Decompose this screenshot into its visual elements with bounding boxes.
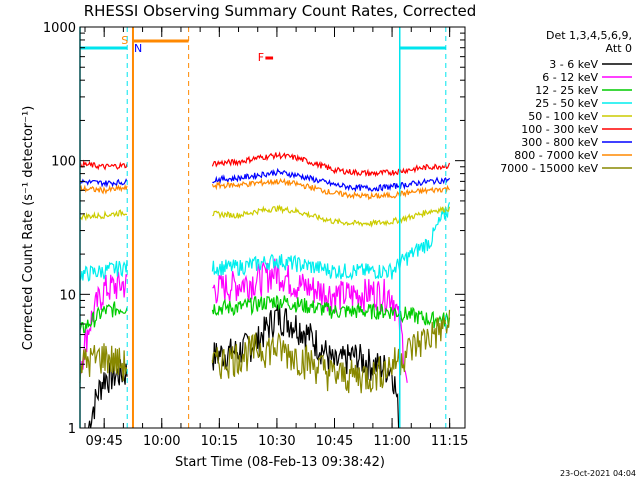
series-line-800-7000-keV — [79, 183, 128, 195]
series-line-100-300-keV — [211, 151, 451, 178]
y-axis: 1 10 100 1000 — [43, 21, 465, 437]
series-line-6-12-keV — [80, 271, 128, 374]
series-line-300-800-keV — [79, 178, 128, 188]
series-line-300-800-keV — [212, 167, 451, 193]
series-line-50-100-keV — [212, 204, 451, 228]
plot-frame — [79, 26, 466, 429]
y-axis-label: Corrected Count Rate (s⁻¹ detector⁻¹) — [21, 106, 36, 351]
series-line-6-12-keV — [212, 258, 408, 383]
legend-label: 300 - 800 keV — [521, 136, 598, 149]
legend-label: 6 - 12 keV — [542, 71, 598, 84]
legend-header-1: Det 1,3,4,5,6,9, — [546, 29, 632, 42]
legend-label: 25 - 50 keV — [535, 97, 598, 110]
y-tick-label: 1000 — [43, 21, 76, 36]
series-line-800-7000-keV — [211, 177, 450, 201]
series-line-12-25-keV — [211, 295, 451, 328]
legend-header-2: Att 0 — [606, 42, 632, 55]
legend-label: 7000 - 15000 keV — [500, 162, 598, 175]
series-line-7000-15000-keV — [211, 309, 451, 394]
date-stamp: 23-Oct-2021 04:04 — [560, 469, 636, 478]
plot-area: SN F — [79, 27, 451, 429]
series-line-100-300-keV — [79, 159, 128, 171]
series-line-25-50-keV — [79, 259, 128, 282]
flag-n: N — [134, 42, 142, 55]
x-tick-label: 10:00 — [143, 434, 180, 449]
x-tick-label: 09:45 — [85, 434, 122, 449]
y-tick-label: 10 — [59, 288, 76, 303]
x-tick-label: 10:45 — [316, 434, 353, 449]
legend-label: 800 - 7000 keV — [514, 149, 598, 162]
x-tick-label: 11:00 — [373, 434, 410, 449]
x-axis: 09:45 10:00 10:15 10:30 10:45 11:00 11:15 — [84, 27, 468, 449]
chart-title: RHESSI Observing Summary Count Rates, Co… — [84, 2, 477, 20]
legend-label: 12 - 25 keV — [535, 84, 598, 97]
series-line-25-50-keV — [211, 202, 451, 281]
x-axis-label: Start Time (08-Feb-13 09:38:42) — [175, 455, 385, 470]
flag-f: F — [258, 51, 264, 64]
y-tick-label: 100 — [51, 155, 76, 170]
series-line-7000-15000-keV — [79, 343, 128, 384]
flag-s: S — [121, 34, 128, 47]
series-line-50-100-keV — [79, 209, 128, 222]
y-tick-label: 1 — [68, 422, 76, 437]
series-line-12-25-keV — [79, 301, 128, 334]
x-tick-label: 10:30 — [258, 434, 295, 449]
x-tick-label: 10:15 — [201, 434, 238, 449]
legend-label: 50 - 100 keV — [528, 110, 598, 123]
legend-label: 3 - 6 keV — [549, 58, 598, 71]
x-tick-label: 11:15 — [431, 434, 468, 449]
legend-label: 100 - 300 keV — [521, 123, 598, 136]
